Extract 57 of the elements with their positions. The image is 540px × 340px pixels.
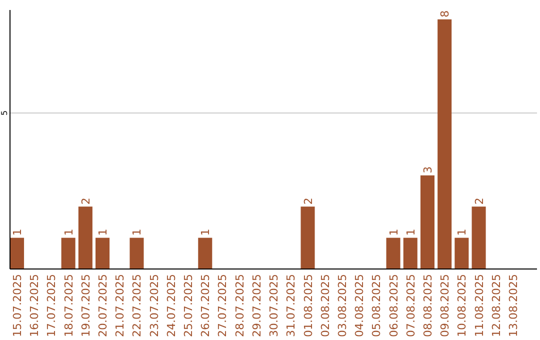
x-tick-label: 23.07.2025 bbox=[148, 274, 161, 337]
x-tick-label: 18.07.2025 bbox=[62, 274, 76, 337]
x-tick-label: 20.07.2025 bbox=[96, 274, 110, 337]
bar bbox=[454, 238, 469, 269]
x-tick-label: 10.08.2025 bbox=[456, 274, 469, 337]
x-tick-label: 02.08.2025 bbox=[318, 274, 332, 337]
x-tick-label: 15.07.2025 bbox=[11, 274, 24, 337]
bar bbox=[438, 19, 452, 269]
data-label: 1 bbox=[456, 228, 469, 236]
bar bbox=[96, 238, 110, 269]
bar bbox=[420, 175, 434, 269]
x-tick-label: 08.08.2025 bbox=[421, 274, 434, 337]
x-tick-label: 27.07.2025 bbox=[216, 274, 230, 337]
x-tick-label: 06.08.2025 bbox=[387, 274, 400, 337]
x-tick-label: 31.07.2025 bbox=[284, 274, 298, 337]
data-label: 3 bbox=[421, 166, 434, 174]
x-tick-label: 30.07.2025 bbox=[268, 274, 281, 337]
x-tick-label: 05.08.2025 bbox=[370, 274, 384, 337]
x-tick-label: 11.08.2025 bbox=[472, 274, 486, 337]
bar bbox=[386, 238, 400, 269]
data-label: 2 bbox=[302, 198, 315, 205]
x-tick-label: 25.07.2025 bbox=[182, 274, 196, 337]
x-tick-label: 16.07.2025 bbox=[28, 274, 42, 337]
x-tick-label: 01.08.2025 bbox=[302, 274, 315, 337]
data-label: 2 bbox=[79, 198, 92, 205]
data-label: 1 bbox=[199, 228, 212, 236]
bar bbox=[472, 206, 486, 269]
x-tick-label: 07.08.2025 bbox=[404, 274, 418, 337]
data-label: 2 bbox=[472, 198, 486, 205]
bar bbox=[130, 238, 144, 269]
x-tick-label: 09.08.2025 bbox=[438, 274, 452, 337]
x-tick-label: 03.08.2025 bbox=[336, 274, 349, 337]
x-tick-label: 04.08.2025 bbox=[353, 274, 366, 337]
x-tick-label: 24.07.2025 bbox=[164, 274, 178, 337]
x-tick-label: 12.08.2025 bbox=[490, 274, 503, 337]
bar bbox=[198, 238, 212, 269]
bar bbox=[10, 238, 24, 269]
bar bbox=[403, 238, 418, 269]
x-tick-label: 28.07.2025 bbox=[233, 274, 246, 337]
data-label: 1 bbox=[130, 228, 144, 236]
data-label: 1 bbox=[62, 228, 76, 236]
y-tick-label: 5 bbox=[0, 110, 9, 116]
x-tick-label: 29.07.2025 bbox=[250, 274, 264, 337]
x-tick-label: 17.07.2025 bbox=[45, 274, 58, 337]
bar bbox=[61, 238, 76, 269]
bar bbox=[78, 206, 92, 269]
data-label: 1 bbox=[96, 228, 110, 236]
bar bbox=[300, 206, 315, 269]
data-label: 1 bbox=[11, 228, 24, 236]
x-tick-label: 22.07.2025 bbox=[130, 274, 144, 337]
x-tick-label: 26.07.2025 bbox=[199, 274, 212, 337]
x-tick-label: 21.07.2025 bbox=[114, 274, 127, 337]
data-label: 1 bbox=[387, 228, 400, 236]
data-label: 1 bbox=[404, 228, 418, 236]
data-label: 8 bbox=[438, 10, 452, 18]
x-tick-label: 19.07.2025 bbox=[79, 274, 92, 337]
x-tick-label: 13.08.2025 bbox=[506, 274, 520, 337]
